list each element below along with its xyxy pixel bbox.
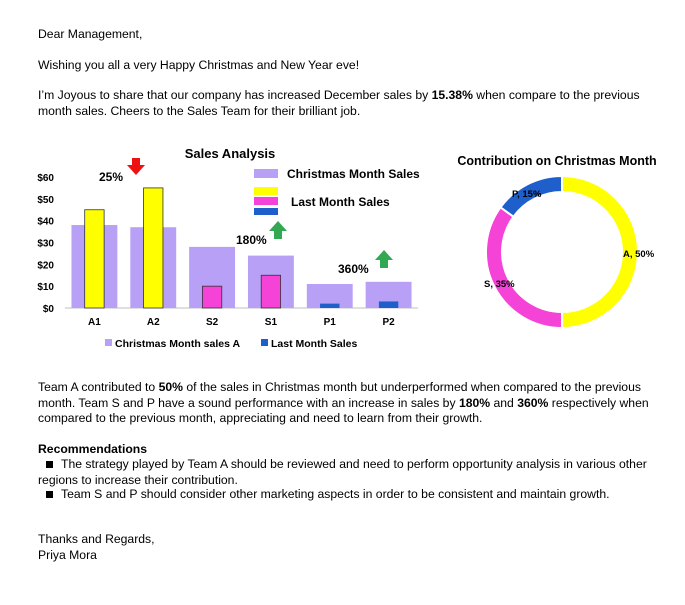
last-month-bar [320,303,340,308]
donut-slice [485,205,563,330]
category-label: A2 [147,317,160,328]
donut-slices [485,174,639,330]
last-month-bar [378,301,399,308]
legend-label-last-month: Last Month Sales [291,195,390,209]
wishes-line: Wishing you all a very Happy Christmas a… [38,58,360,72]
analysis-text-3: and [490,395,518,410]
chart-annotations: 25% 180% 360% [99,158,393,276]
recommendation-item-2: Team S and P should consider other marke… [38,487,668,503]
intro-paragraph: I’m Joyous to share that our company has… [38,88,668,119]
analysis-text-1: Team A contributed to [38,380,159,394]
donut-labels: A, 50% S, 35% P, 15% [484,189,655,290]
bar-chart-title: Sales Analysis [185,146,276,161]
analysis-pct-a: 50% [158,380,183,394]
legend-swatch-blue [254,208,278,215]
analysis-pct-p: 360% [517,395,549,410]
category-label: S1 [265,317,278,328]
arrow-down-icon [127,158,145,175]
legend-swatch-christmas [254,169,278,178]
y-tick-label: $10 [37,282,54,293]
intro-text-1: I’m Joyous to share that our company has… [38,88,432,102]
legend-label-christmas: Christmas Month Sales [287,167,420,181]
intro-percentage: 15.38% [431,88,473,102]
bullet-icon [46,490,53,498]
intro-text-2: when compare to the previous month sales… [38,88,640,118]
annotation-label: 180% [236,233,267,247]
y-tick-label: $60 [37,173,54,184]
annotation-label: 25% [99,170,123,184]
arrow-up-icon [375,250,393,268]
legend-swatch-last-month-sales [261,339,268,346]
arrow-up-icon [269,221,287,239]
closing-line: Thanks and Regards, [38,532,155,546]
donut-slice [499,174,563,219]
signature-name: Priya Mora [38,548,97,562]
last-month-bar [143,187,164,309]
legend-swatch-yellow [254,187,278,195]
analysis-text-2: of the sales in Christmas month but unde… [38,380,641,410]
analysis-text-4: respectively when compared to the previo… [38,395,649,426]
recommendations-heading: Recommendations [38,442,148,456]
y-axis-labels: $0 $10 $20 $30 $40 $50 $60 [37,173,418,315]
last-month-bar [201,285,223,309]
y-tick-label: $40 [37,217,54,228]
last-month-bar [260,274,282,309]
donut-slice-label: S, 35% [484,279,515,290]
analysis-paragraph: Team A contributed to 50% of the sales i… [38,380,668,427]
legend-swatch-christmas-sales [105,339,112,346]
donut-chart-title: Contribution on Christmas Month [457,154,656,168]
recommendation-text-2: Team S and P should consider other marke… [61,487,610,501]
analysis-pct-s: 180% [458,395,491,410]
category-label: S2 [206,317,219,328]
category-label: P2 [382,317,395,328]
legend-swatch-magenta [254,197,278,205]
chart-legend-bottom: Christmas Month sales A Last Month Sales [105,338,358,350]
donut-slice-label: A, 50% [623,249,655,260]
y-tick-label: $20 [37,260,54,271]
y-tick-label: $30 [37,239,54,250]
legend-label-christmas-sales: Christmas Month sales A [115,338,240,350]
y-tick-label: $50 [37,195,54,206]
x-axis-labels: A1 A2 S2 S1 P1 P2 [88,317,395,328]
y-tick-label: $0 [43,304,55,315]
contribution-donut-chart: Contribution on Christmas Month A, 50% S,… [457,154,657,330]
recommendation-item-1: The strategy played by Team A should be … [38,457,668,488]
greeting: Dear Management, [38,27,143,41]
last-month-bar [84,209,105,309]
sales-analysis-chart: Sales Analysis $0 $10 $20 $30 $40 $50 $60 A1 A2… [37,146,420,350]
recommendation-text-1: The strategy played by Team A should be … [38,457,647,487]
bullet-icon [46,460,53,468]
donut-slice-label: P, 15% [512,189,542,200]
legend-label-last-month-sales: Last Month Sales [271,338,358,350]
bar-series [71,187,412,309]
category-label: P1 [324,317,337,328]
chart-legend-top: Christmas Month Sales Last Month Sales [254,167,420,215]
category-label: A1 [88,317,101,328]
annotation-label: 360% [338,262,369,276]
